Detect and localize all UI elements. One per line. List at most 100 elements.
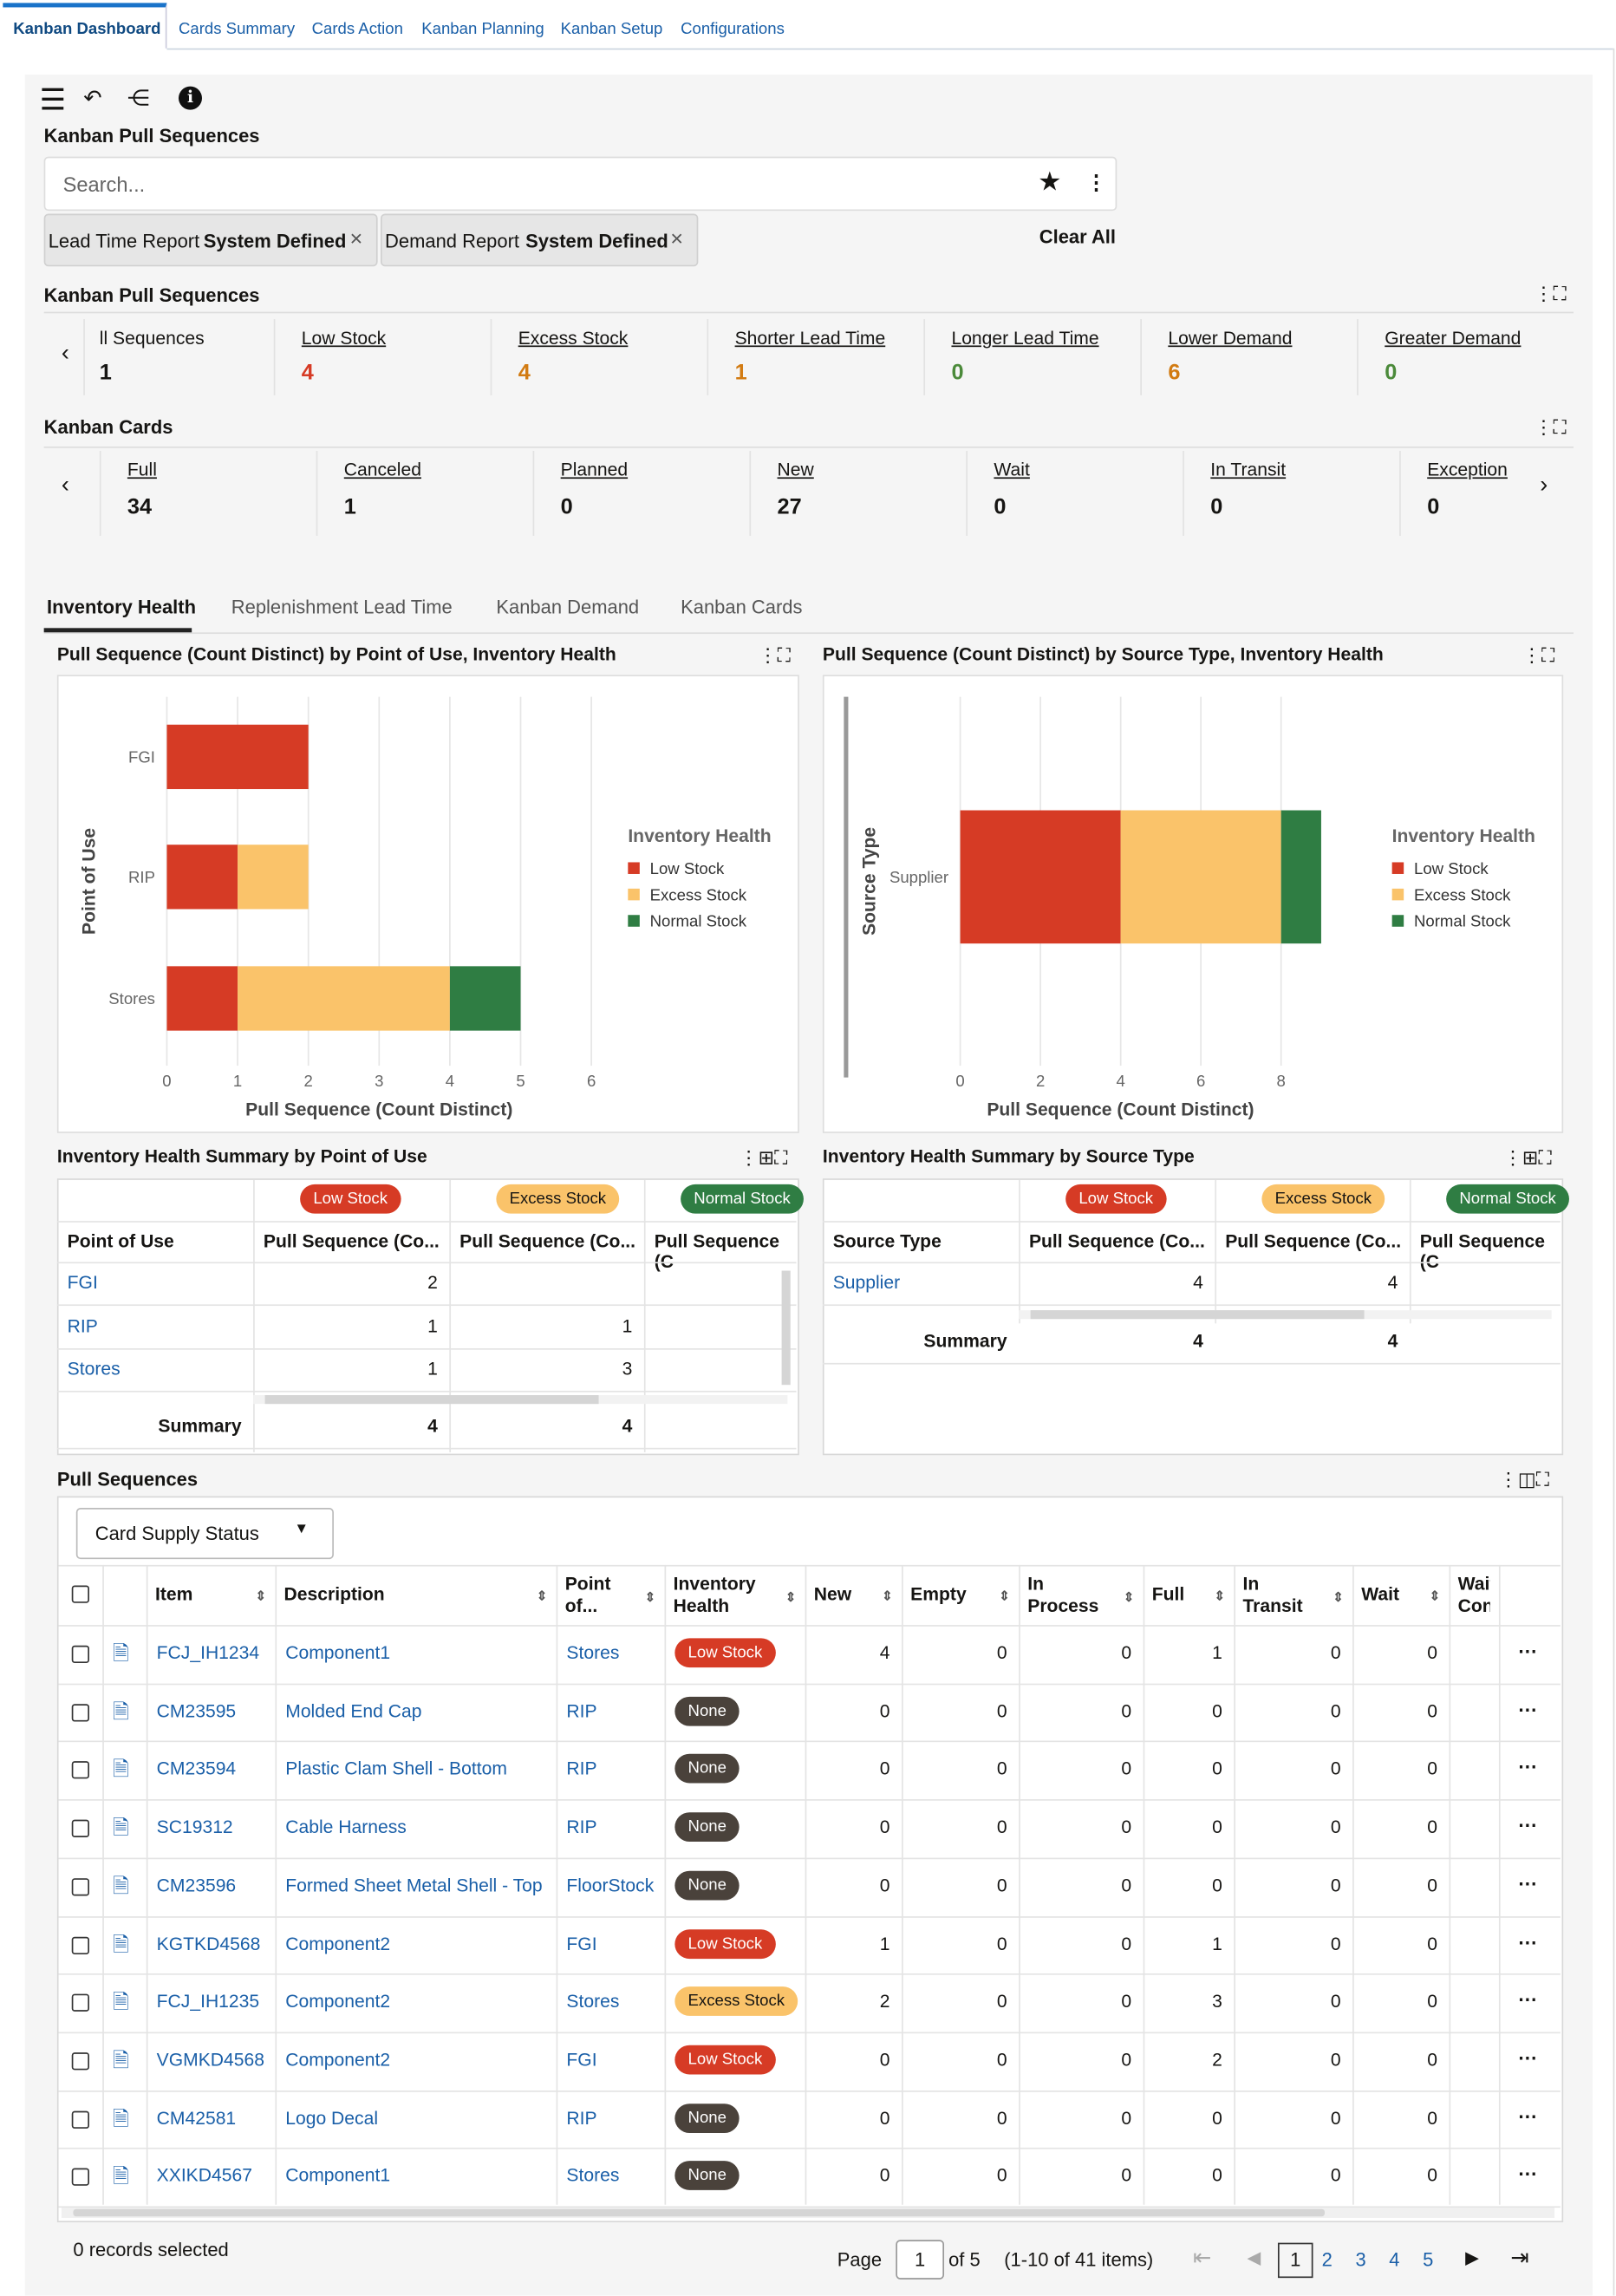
metric-card[interactable]: Low Stock 4 (273, 319, 492, 395)
item-link[interactable]: CM23596 (156, 1875, 237, 1896)
metric-card[interactable]: Shorter Lead Time 1 (707, 319, 925, 395)
description-link[interactable]: Plastic Clam Shell - Bottom (285, 1758, 507, 1780)
kanban-card-metric[interactable]: Full 34 (99, 451, 318, 536)
row-link[interactable]: Supplier (832, 1272, 901, 1293)
metric-label[interactable]: New (777, 460, 814, 480)
point-of-use-link[interactable]: FloorStock (566, 1875, 655, 1896)
metric-label[interactable]: Canceled (343, 460, 421, 480)
column-header[interactable]: Pull Sequence (Co... (1028, 1230, 1205, 1252)
chart-menu-icon[interactable]: ⋮⛶ (1522, 643, 1555, 667)
legend-item[interactable]: Normal Stock (1414, 912, 1511, 930)
column-header[interactable]: Source Type (832, 1230, 942, 1252)
hamburger-menu-icon[interactable]: ☰ (39, 84, 66, 118)
point-of-use-link[interactable]: Stores (566, 1991, 620, 2012)
sort-icon[interactable]: ⇕ (785, 1589, 797, 1605)
filter-chip-lead-time[interactable]: Lead Time Report System Defined × (43, 213, 378, 267)
tab-kanban-setup[interactable]: Kanban Setup (560, 20, 663, 38)
kanban-card-metric[interactable]: Exception 0 (1399, 451, 1616, 536)
metric-label[interactable]: Low Stock (301, 328, 387, 349)
row-actions-icon[interactable]: ⋯ (1517, 2104, 1537, 2127)
row-actions-icon[interactable]: ⋯ (1517, 1872, 1537, 1895)
point-of-use-link[interactable]: Stores (566, 1642, 620, 1664)
chart-menu-icon[interactable]: ⋮⛶ (758, 643, 791, 667)
tab-kanban-dashboard[interactable]: Kanban Dashboard (13, 20, 161, 38)
view-details-icon[interactable]: 🗎 (113, 2105, 130, 2130)
bar-excess-stock[interactable] (238, 845, 309, 910)
description-link[interactable]: Component2 (285, 2049, 391, 2071)
select-all-checkbox[interactable] (71, 1585, 89, 1603)
more-options-icon[interactable]: ⋮ (1085, 169, 1107, 193)
row-actions-icon[interactable]: ⋯ (1517, 1698, 1537, 1720)
column-header-new[interactable]: New ⇕ (814, 1584, 893, 1606)
legend-item[interactable]: Excess Stock (1414, 885, 1511, 903)
bar-normal-stock[interactable] (449, 966, 521, 1031)
row-actions-icon[interactable]: ⋯ (1517, 1756, 1537, 1778)
view-details-icon[interactable]: 🗎 (113, 1757, 130, 1781)
scrollbar-thumb[interactable] (73, 2208, 1326, 2217)
row-checkbox[interactable] (71, 1993, 89, 2012)
point-of-use-link[interactable]: FGI (566, 2049, 597, 2071)
tab-cards-summary[interactable]: Cards Summary (178, 20, 296, 38)
tab-replenishment-lead-time[interactable]: Replenishment Lead Time (231, 596, 453, 618)
page-3-button[interactable]: 3 (1355, 2248, 1366, 2271)
row-actions-icon[interactable]: ⋯ (1517, 1640, 1537, 1662)
column-header-in-process[interactable]: In Process ⇕ (1027, 1574, 1134, 1618)
bar-normal-stock[interactable] (1280, 810, 1321, 944)
share-icon[interactable]: ⋲ (127, 86, 150, 112)
tab-kanban-dashboard-active[interactable] (3, 3, 167, 49)
description-link[interactable]: Component1 (285, 1642, 391, 1664)
column-header-full[interactable]: Full ⇕ (1152, 1584, 1225, 1606)
bar-excess-stock[interactable] (1120, 810, 1281, 944)
sort-icon[interactable]: ⇕ (1123, 1589, 1135, 1605)
kanban-card-metric[interactable]: Planned 0 (532, 451, 752, 536)
chevron-left-icon[interactable]: ‹ (61, 473, 69, 499)
row-checkbox[interactable] (71, 1645, 89, 1664)
bar-low-stock[interactable] (166, 845, 238, 910)
column-header-in-transit[interactable]: In Transit ⇕ (1242, 1574, 1343, 1618)
tab-kanban-cards[interactable]: Kanban Cards (681, 596, 803, 618)
point-of-use-link[interactable]: RIP (566, 2107, 597, 2129)
tab-kanban-demand[interactable]: Kanban Demand (496, 596, 640, 618)
row-actions-icon[interactable]: ⋯ (1517, 1930, 1537, 1953)
filter-chip-demand[interactable]: Demand Report System Defined × (380, 213, 699, 267)
horizontal-scrollbar[interactable] (61, 2208, 1555, 2218)
sort-icon[interactable]: ⇕ (536, 1588, 548, 1603)
metric-label[interactable]: Full (127, 460, 157, 480)
metric-label[interactable]: Greater Demand (1385, 328, 1522, 349)
row-checkbox[interactable] (71, 2110, 89, 2129)
prev-page-icon[interactable]: ◀ (1247, 2247, 1261, 2268)
tab-inventory-health[interactable]: Inventory Health (47, 596, 197, 618)
view-details-icon[interactable]: 🗎 (113, 1815, 130, 1839)
kanban-card-metric[interactable]: In Transit 0 (1183, 451, 1401, 536)
horizontal-scrollbar[interactable] (253, 1395, 788, 1405)
last-page-icon[interactable]: ⇥ (1510, 2246, 1529, 2271)
item-link[interactable]: VGMKD4568 (156, 2049, 265, 2071)
bar-excess-stock[interactable] (238, 966, 450, 1031)
view-details-icon[interactable]: 🗎 (113, 1931, 130, 1955)
sort-icon[interactable]: ⇕ (644, 1589, 656, 1605)
column-header-wait[interactable]: Wait ⇕ (1361, 1584, 1440, 1606)
column-header-description[interactable]: Description ⇕ (284, 1584, 548, 1606)
description-link[interactable]: Logo Decal (285, 2107, 379, 2129)
view-details-icon[interactable]: 🗎 (113, 1699, 130, 1723)
close-icon[interactable]: × (349, 226, 363, 252)
metric-card[interactable]: ll Sequences 1 (83, 319, 302, 395)
row-actions-icon[interactable]: ⋯ (1517, 2162, 1537, 2185)
info-icon[interactable]: i (178, 86, 202, 110)
kanban-card-metric[interactable]: New 27 (749, 451, 968, 536)
page-input[interactable]: 1 (896, 2240, 945, 2280)
kanban-card-metric[interactable]: Canceled 1 (316, 451, 535, 536)
kanban-card-metric[interactable]: Wait 0 (966, 451, 1184, 536)
sort-icon[interactable]: ⇕ (1214, 1588, 1226, 1603)
column-header[interactable]: Pull Sequence (Co... (459, 1230, 636, 1252)
table-menu-icon[interactable]: ⋮◫⛶ (1498, 1468, 1549, 1490)
metric-label[interactable]: Excess Stock (518, 328, 629, 349)
point-of-use-link[interactable]: RIP (566, 1758, 597, 1780)
description-link[interactable]: Component2 (285, 1991, 391, 2012)
row-link[interactable]: RIP (67, 1315, 98, 1336)
clear-all-button[interactable]: Clear All (1039, 225, 1117, 248)
row-checkbox[interactable] (71, 1935, 89, 1954)
item-link[interactable]: CM23594 (156, 1758, 237, 1780)
column-header-item[interactable]: Item ⇕ (155, 1584, 266, 1606)
page-1-button[interactable]: 1 (1277, 2242, 1313, 2279)
